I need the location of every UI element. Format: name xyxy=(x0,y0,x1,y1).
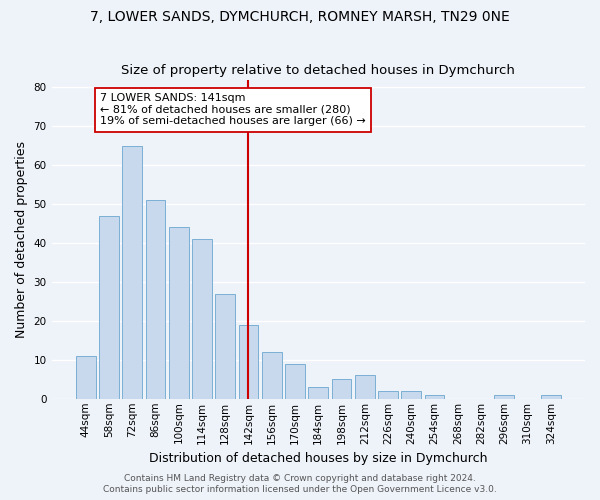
Bar xyxy=(215,294,235,399)
Bar xyxy=(308,387,328,399)
Bar xyxy=(99,216,119,399)
Bar xyxy=(122,146,142,399)
Bar xyxy=(332,380,352,399)
Bar xyxy=(146,200,166,399)
Y-axis label: Number of detached properties: Number of detached properties xyxy=(15,140,28,338)
Text: Contains HM Land Registry data © Crown copyright and database right 2024.
Contai: Contains HM Land Registry data © Crown c… xyxy=(103,474,497,494)
Bar xyxy=(262,352,281,399)
Title: Size of property relative to detached houses in Dymchurch: Size of property relative to detached ho… xyxy=(121,64,515,77)
Bar xyxy=(401,391,421,399)
Bar xyxy=(192,239,212,399)
Bar xyxy=(239,325,259,399)
Bar xyxy=(285,364,305,399)
X-axis label: Distribution of detached houses by size in Dymchurch: Distribution of detached houses by size … xyxy=(149,452,488,465)
Bar xyxy=(76,356,95,399)
Bar xyxy=(355,376,374,399)
Text: 7, LOWER SANDS, DYMCHURCH, ROMNEY MARSH, TN29 0NE: 7, LOWER SANDS, DYMCHURCH, ROMNEY MARSH,… xyxy=(90,10,510,24)
Bar xyxy=(494,395,514,399)
Bar xyxy=(169,228,188,399)
Bar xyxy=(425,395,445,399)
Bar xyxy=(378,391,398,399)
Text: 7 LOWER SANDS: 141sqm
← 81% of detached houses are smaller (280)
19% of semi-det: 7 LOWER SANDS: 141sqm ← 81% of detached … xyxy=(100,93,366,126)
Bar xyxy=(541,395,561,399)
